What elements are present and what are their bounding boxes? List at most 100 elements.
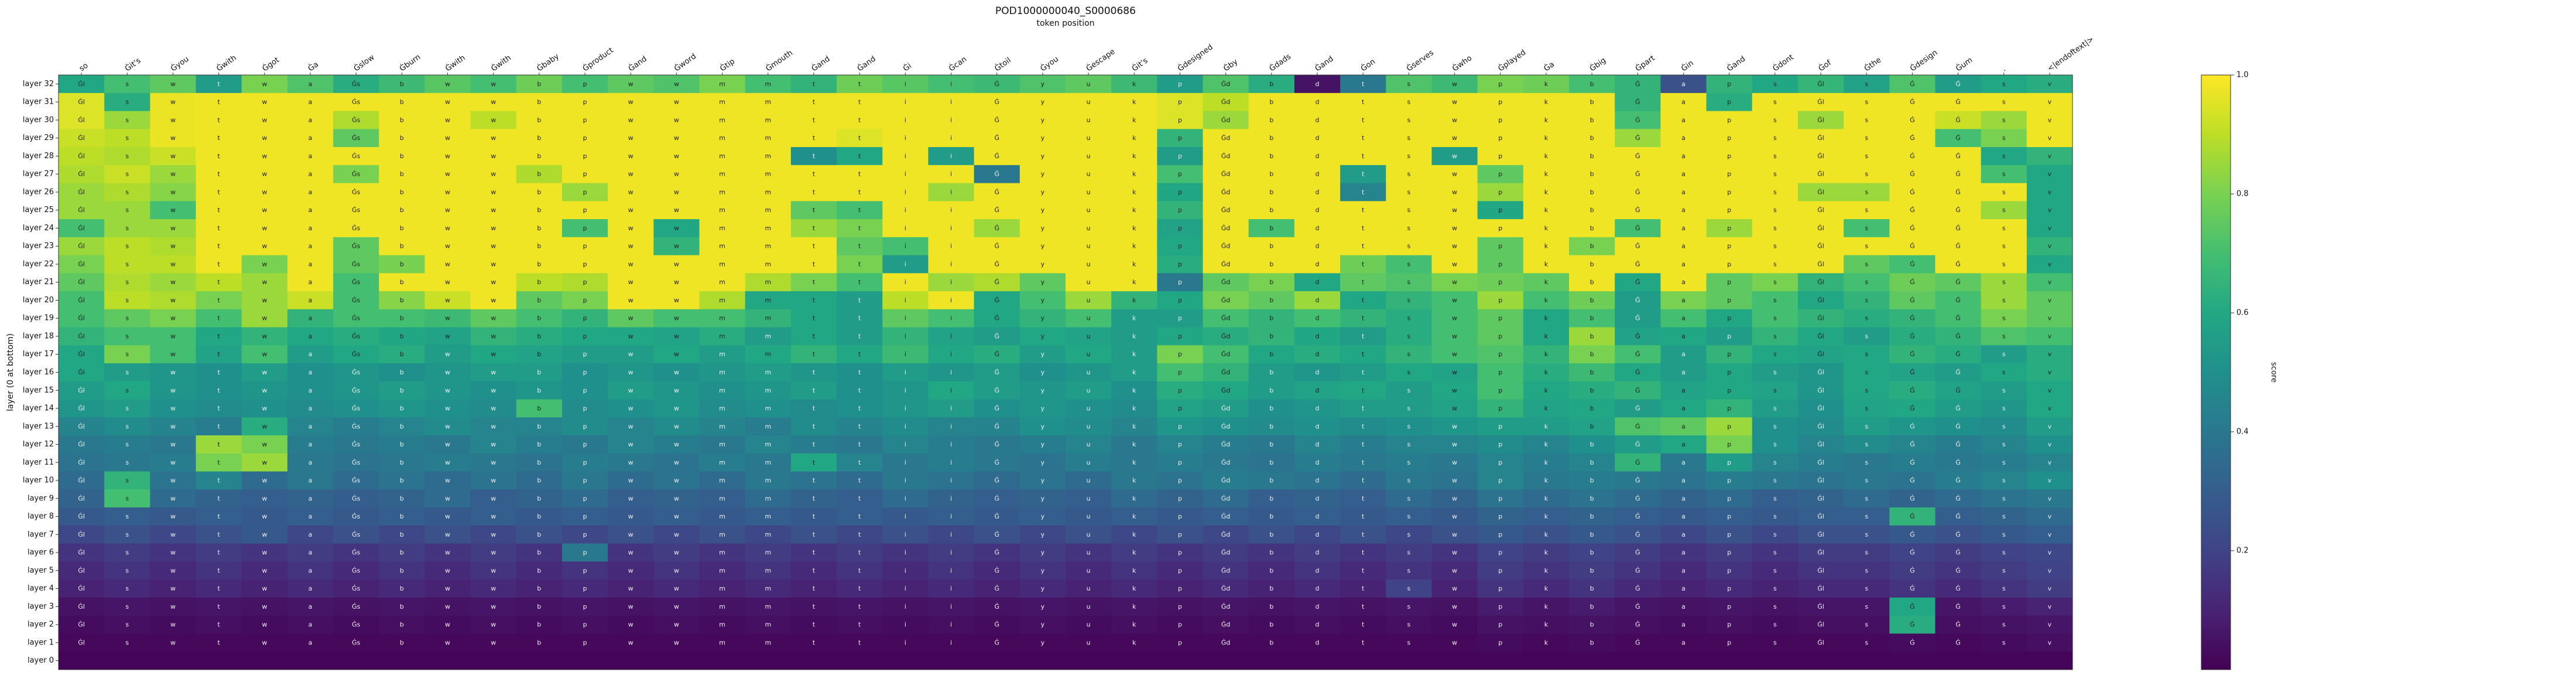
cell-label: p [1178, 315, 1182, 322]
heatmap-cell [1889, 291, 1936, 310]
cell-label: t [858, 639, 861, 646]
heatmap-cell [837, 525, 883, 544]
heatmap-cell [745, 165, 792, 184]
heatmap-cell [1981, 381, 2027, 400]
cell-label: b [1269, 243, 1273, 250]
heatmap-cell [837, 579, 883, 598]
cell-label: b [1269, 494, 1273, 502]
cell-label: m [765, 350, 771, 358]
cell-label: a [1681, 585, 1686, 592]
cell-label: Ġ [1955, 441, 1961, 448]
heatmap-cell [1889, 237, 1936, 256]
cell-label: w [674, 441, 679, 448]
heatmap-cell [1706, 399, 1753, 418]
heatmap-cell [1706, 291, 1753, 310]
heatmap-cell [379, 543, 425, 562]
cell-label: w [262, 224, 267, 232]
cell-label: a [1681, 278, 1686, 286]
cell-label: d [1316, 332, 1320, 340]
cell-label: w [1452, 188, 1457, 196]
cell-label: b [400, 152, 404, 160]
cell-label: p [1498, 332, 1502, 340]
heatmap-cell [1111, 615, 1157, 634]
heatmap-cell [470, 111, 517, 129]
cell-label: t [858, 387, 861, 394]
cell-label: p [1727, 170, 1731, 178]
cell-label: s [1865, 639, 1868, 646]
heatmap-cell [1706, 273, 1753, 292]
heatmap-cell [790, 651, 837, 670]
cell-label: p [1498, 513, 1502, 520]
heatmap-cell [470, 273, 517, 292]
cell-label: t [858, 188, 861, 196]
heatmap-cell [608, 129, 654, 148]
cell-label: Ġl [1817, 188, 1824, 196]
cell-label: m [765, 494, 771, 502]
cell-label: b [1269, 603, 1273, 610]
heatmap-cell [1340, 435, 1386, 454]
cell-label: s [125, 494, 129, 502]
heatmap-cell [2026, 291, 2073, 310]
heatmap-cell [1569, 219, 1615, 238]
cell-label: p [1178, 80, 1182, 88]
heatmap-cell [1844, 561, 1890, 580]
heatmap-cell [1248, 273, 1295, 292]
cell-label: t [217, 224, 220, 232]
heatmap-cell [1889, 111, 1936, 129]
cell-label: p [1178, 332, 1182, 340]
cell-label: Ġ [1635, 513, 1640, 520]
cell-label: s [1865, 224, 1868, 232]
cell-label: a [309, 405, 313, 412]
heatmap-cell [1340, 273, 1386, 292]
heatmap-cell [1248, 309, 1295, 328]
cell-label: Ġ [994, 459, 999, 466]
heatmap-cell [1386, 237, 1432, 256]
heatmap-cell [974, 345, 1020, 364]
heatmap-cell [470, 525, 517, 544]
heatmap-cell [1844, 525, 1890, 544]
cell-label: d [1316, 422, 1320, 430]
heatmap-cell [608, 579, 654, 598]
cell-label: m [765, 80, 771, 88]
heatmap-cell [1019, 399, 1066, 418]
cell-label: Ġ [994, 621, 999, 629]
cell-label: Ġs [352, 134, 361, 142]
heatmap-cell [1935, 129, 1982, 148]
cell-label: b [1590, 206, 1594, 214]
x-tick-label: Ġand [810, 54, 832, 74]
heatmap-cell [882, 417, 929, 436]
heatmap-cell [287, 561, 334, 580]
cell-label: k [1132, 116, 1136, 124]
heatmap-cell [2026, 399, 2073, 418]
cell-label: w [628, 531, 633, 538]
cell-label: u [1087, 152, 1091, 160]
cell-label: p [1178, 621, 1182, 629]
cell-label: t [1362, 315, 1365, 322]
cell-label: w [1452, 243, 1457, 250]
heatmap-cell [1615, 489, 1661, 508]
cell-label: t [813, 477, 816, 484]
cell-label: s [1773, 368, 1777, 376]
cell-label: w [262, 405, 267, 412]
heatmap-cell [1431, 507, 1478, 526]
cell-label: ĠI [78, 459, 85, 466]
heatmap-cell [2026, 597, 2073, 616]
heatmap-cell [1797, 165, 1844, 184]
heatmap-cell [1111, 525, 1157, 544]
cell-label: b [537, 621, 541, 629]
heatmap-cell [470, 129, 517, 148]
heatmap-cell [1615, 255, 1661, 274]
heatmap-cell [1203, 597, 1249, 616]
cell-label: m [765, 116, 771, 124]
colorbar [2201, 74, 2231, 670]
cell-label: w [262, 494, 267, 502]
heatmap-cell [470, 597, 517, 616]
cell-label: w [262, 206, 267, 214]
heatmap-cell [608, 525, 654, 544]
cell-label: Ġ [994, 170, 999, 178]
cell-label: u [1087, 80, 1091, 88]
cell-label: p [583, 603, 587, 610]
heatmap-cell [653, 183, 700, 202]
heatmap-cell [882, 543, 929, 562]
